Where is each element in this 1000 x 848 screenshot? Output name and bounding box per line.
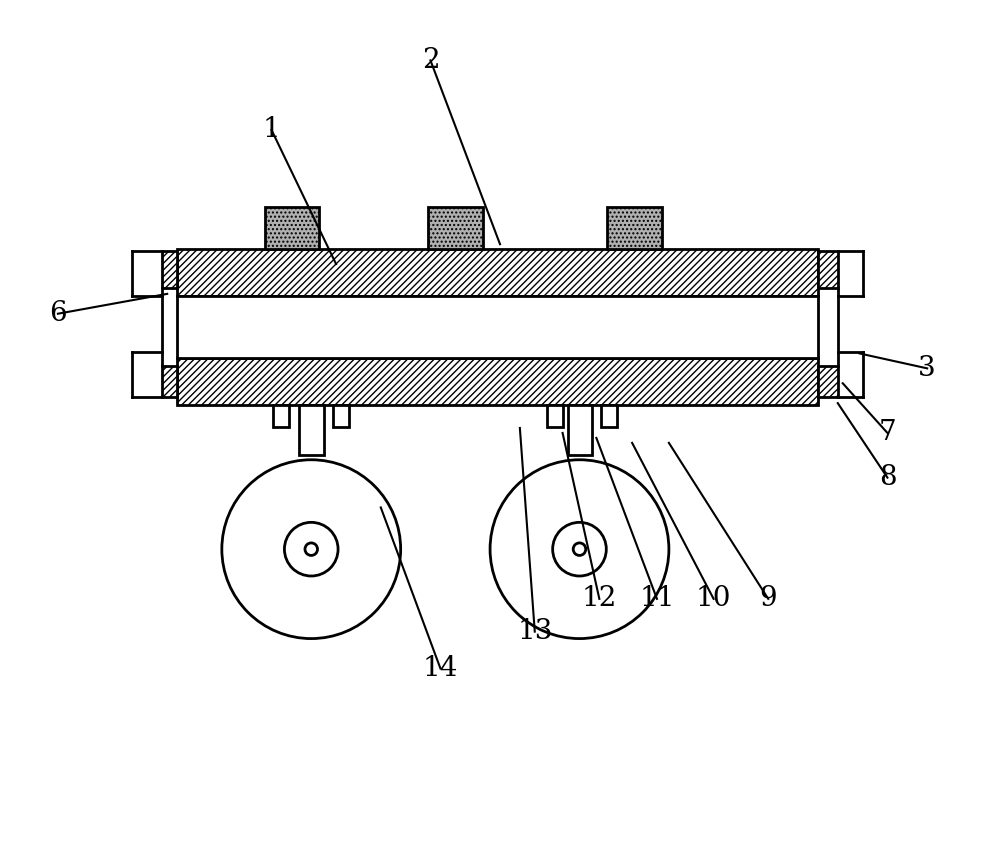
Text: 8: 8 xyxy=(879,464,896,491)
Circle shape xyxy=(553,522,606,576)
Text: 3: 3 xyxy=(918,354,936,382)
Circle shape xyxy=(573,543,586,555)
Text: 13: 13 xyxy=(517,618,552,645)
Bar xyxy=(177,359,818,405)
Text: 14: 14 xyxy=(423,655,458,682)
Bar xyxy=(547,405,563,427)
Bar xyxy=(162,251,177,288)
Bar xyxy=(601,405,617,427)
Bar xyxy=(818,366,838,397)
Bar xyxy=(607,208,662,249)
Bar xyxy=(333,405,349,427)
Circle shape xyxy=(490,460,669,639)
Bar xyxy=(177,296,818,359)
Text: 1: 1 xyxy=(263,116,280,143)
Text: 12: 12 xyxy=(582,585,617,612)
Bar xyxy=(568,405,592,455)
Text: 6: 6 xyxy=(49,300,67,327)
Bar xyxy=(177,249,818,296)
Circle shape xyxy=(222,460,401,639)
Bar xyxy=(299,405,324,455)
Circle shape xyxy=(305,543,318,555)
Text: 11: 11 xyxy=(639,585,675,612)
Text: 2: 2 xyxy=(422,47,439,74)
Bar xyxy=(818,251,838,288)
Text: 7: 7 xyxy=(879,420,896,446)
Bar xyxy=(428,208,483,249)
Text: 9: 9 xyxy=(759,585,777,612)
Bar xyxy=(273,405,289,427)
Bar xyxy=(162,366,177,397)
Circle shape xyxy=(284,522,338,576)
Bar xyxy=(265,208,319,249)
Text: 10: 10 xyxy=(696,585,731,612)
